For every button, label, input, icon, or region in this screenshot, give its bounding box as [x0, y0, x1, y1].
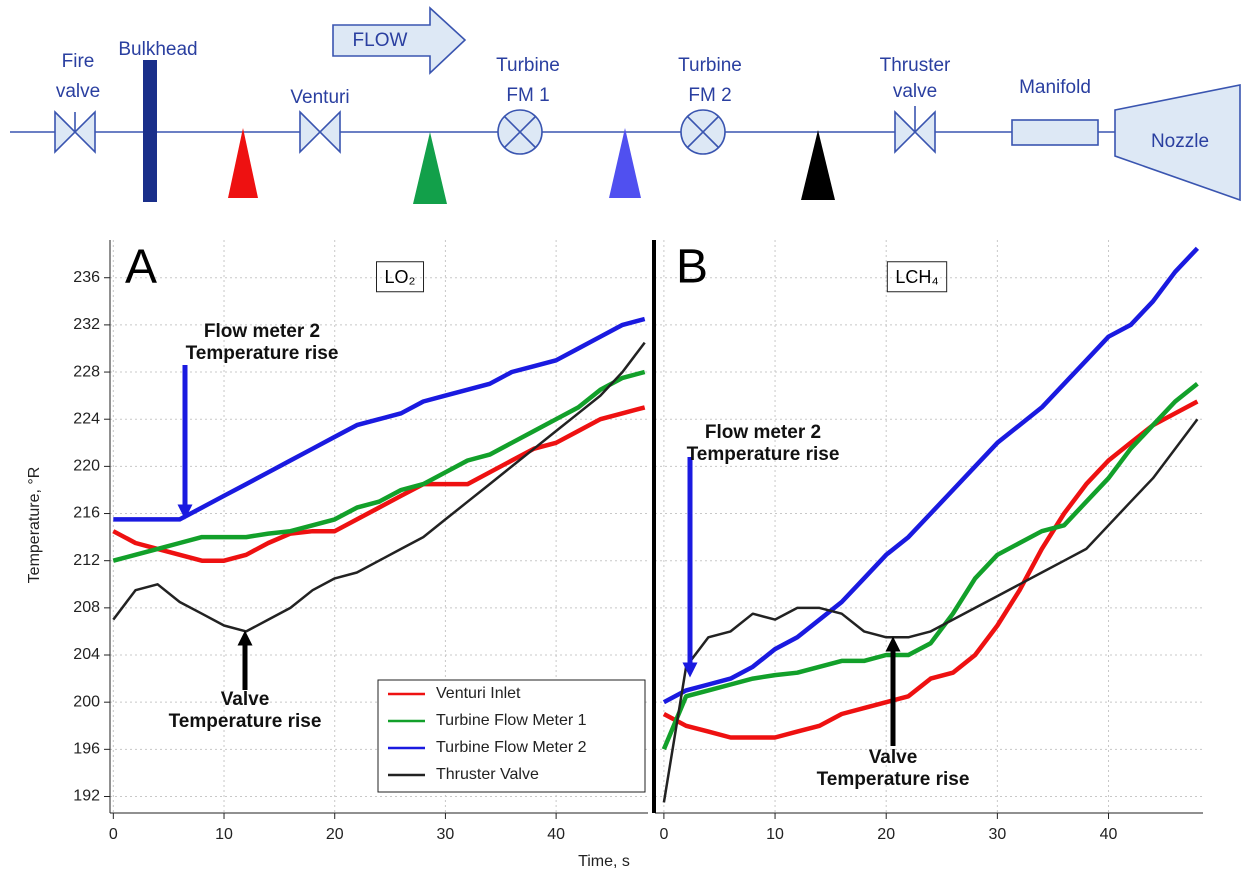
annotation-text: Flow meter 2 — [705, 422, 821, 443]
annotation-text: Temperature rise — [817, 769, 970, 790]
annotation-text: Valve — [869, 747, 918, 768]
sensor-marker — [801, 130, 835, 200]
flow-label: FLOW — [353, 30, 408, 51]
annotation-text: Valve — [221, 689, 270, 710]
data-line — [112, 405, 646, 563]
data-line — [661, 382, 1199, 751]
y-tick-label: 212 — [73, 552, 100, 569]
subtitle-box — [376, 261, 425, 293]
turbine-label: Turbine — [496, 55, 560, 76]
panel-letter: B — [676, 241, 708, 294]
nozzle-icon — [1114, 84, 1241, 202]
y-tick-label: 192 — [73, 788, 100, 805]
venturi-icon — [299, 110, 341, 154]
x-tick-label: 10 — [766, 826, 784, 843]
manifold-icon — [1011, 119, 1099, 146]
data-line — [662, 246, 1200, 705]
fire-valve-label: valve — [56, 81, 100, 102]
panel-subtitle: LO₂ — [385, 267, 416, 287]
x-tick-label: 10 — [215, 826, 233, 843]
turbine-label: FM 2 — [688, 85, 731, 106]
sensor-marker — [413, 132, 447, 204]
y-axis-label: Temperature, °R — [26, 467, 43, 584]
venturi-label: Venturi — [290, 87, 349, 108]
x-axis-label: Time, s — [578, 853, 630, 870]
y-tick-label: 232 — [73, 316, 100, 333]
sensor-marker — [228, 128, 258, 198]
turbine-label: Turbine — [678, 55, 742, 76]
bulkhead-bar — [143, 60, 157, 202]
turbine-label: FM 1 — [506, 85, 549, 106]
legend-label: Thruster Valve — [436, 766, 539, 783]
nozzle-label: Nozzle — [1151, 131, 1209, 152]
x-tick-label: 0 — [109, 826, 118, 843]
x-tick-label: 40 — [1100, 826, 1118, 843]
data-line — [112, 369, 646, 563]
y-tick-label: 204 — [73, 646, 100, 663]
y-tick-label: 236 — [73, 269, 100, 286]
flow-arrow — [332, 6, 467, 75]
x-tick-label: 30 — [437, 826, 455, 843]
y-tick-label: 216 — [73, 505, 100, 522]
flow-diagram: Fire valve Bulkhead Venturi FLOW Turbine… — [10, 6, 1241, 204]
manifold-label: Manifold — [1019, 77, 1091, 98]
annotation-text: Temperature rise — [169, 711, 322, 732]
x-tick-label: 0 — [659, 826, 668, 843]
thruster-valve-label: Thruster — [880, 55, 951, 76]
data-line — [662, 418, 1199, 803]
x-tick-label: 20 — [877, 826, 895, 843]
x-tick-label: 20 — [326, 826, 344, 843]
turbine-cross — [503, 115, 537, 149]
legend-label: Venturi Inlet — [436, 685, 521, 702]
y-tick-label: 228 — [73, 363, 100, 380]
panel-letter: A — [125, 241, 157, 294]
turbine-cross — [686, 115, 720, 149]
legend-label: Turbine Flow Meter 2 — [436, 739, 587, 756]
data-line — [662, 399, 1199, 740]
thruster-valve-label: valve — [893, 81, 937, 102]
y-tick-label: 224 — [73, 410, 100, 427]
legend-box — [377, 679, 646, 793]
bulkhead-label: Bulkhead — [118, 39, 197, 60]
y-tick-label: 220 — [73, 458, 100, 475]
annotation-text: Temperature rise — [687, 444, 840, 465]
data-line — [112, 341, 646, 633]
x-tick-label: 40 — [547, 826, 565, 843]
panel-subtitle: LCH₄ — [895, 267, 938, 287]
fire-valve-label: Fire — [62, 51, 95, 72]
x-tick-label: 30 — [988, 826, 1006, 843]
subtitle-box — [886, 261, 948, 293]
y-tick-label: 200 — [73, 693, 100, 710]
legend-label: Turbine Flow Meter 1 — [436, 712, 587, 729]
sensor-marker — [609, 128, 641, 198]
data-line — [113, 316, 646, 522]
annotation-text: Flow meter 2 — [204, 321, 320, 342]
y-tick-label: 196 — [73, 741, 100, 758]
annotation-text: Temperature rise — [186, 343, 339, 364]
y-tick-label: 208 — [73, 599, 100, 616]
